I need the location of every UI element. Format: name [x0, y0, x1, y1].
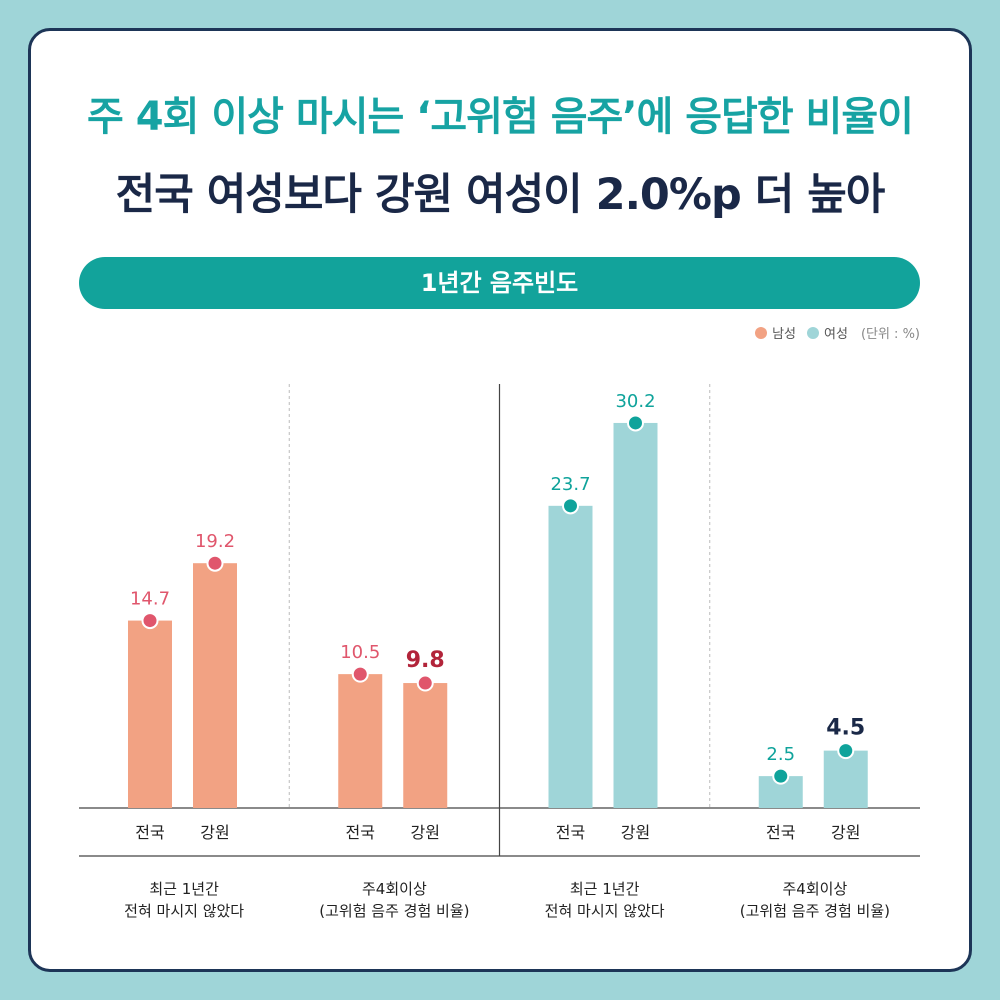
bar-dot-1-0 [351, 665, 369, 683]
legend-male-label: 남성 [772, 327, 797, 342]
data-label-3-1: 4.5 [826, 716, 865, 741]
bar-3-1 [823, 750, 868, 808]
bar-2-1 [613, 422, 658, 808]
legend-unit: (단위 : %) [860, 327, 920, 342]
data-label-2-1: 30.2 [615, 391, 655, 412]
x-tick-label-0-1: 강원 [200, 823, 229, 842]
legend: 남성 여성 (단위 : %) [755, 323, 920, 342]
data-label-2-0: 23.7 [550, 474, 590, 495]
x-tick-label-1-0: 전국 [346, 823, 375, 842]
data-label-0-1: 19.2 [195, 531, 235, 552]
data-label-3-0: 2.5 [766, 744, 795, 765]
group-label-0-line1: 전혀 마시지 않았다 [124, 902, 244, 920]
bar-0-1 [193, 563, 237, 808]
bar-dot-3-1 [837, 742, 855, 760]
bar-dot-0-1 [206, 554, 224, 572]
legend-male-swatch [755, 326, 768, 339]
headline-line2: 전국 여성보다 강원 여성이 2.0%p 더 높아 [115, 170, 886, 220]
data-label-1-1: 9.8 [406, 648, 445, 673]
group-label-3-line1: (고위험 음주 경험 비율) [740, 902, 890, 920]
bar-dot-2-1 [627, 414, 644, 432]
legend-female-swatch [807, 326, 820, 339]
bar-2-0 [548, 505, 593, 808]
bar-1-1 [403, 683, 448, 808]
x-tick-label-3-0: 전국 [766, 823, 795, 842]
bar-dot-3-0 [772, 767, 790, 785]
headline-line1: 주 4회 이상 마시는 ‘고위험 음주’에 응답한 비율이 [87, 94, 914, 140]
legend-female-label: 여성 [824, 327, 848, 342]
data-label-0-0: 14.7 [130, 589, 170, 610]
group-label-1-line1: (고위험 음주 경험 비율) [319, 902, 469, 920]
bar-0-0 [128, 620, 172, 808]
group-label-0-line0: 최근 1년간 [149, 880, 219, 898]
x-tick-label-2-1: 강원 [621, 823, 650, 842]
x-tick-label-0-0: 전국 [135, 823, 164, 842]
x-tick-label-3-1: 강원 [831, 823, 860, 842]
bar-dot-0-0 [141, 612, 159, 630]
group-label-2-line0: 최근 1년간 [570, 880, 640, 898]
group-label-2-line1: 전혀 마시지 않았다 [545, 902, 665, 920]
chart-title: 1년간 음주빈도 [79, 257, 920, 309]
group-label-3-line0: 주4회이상 [783, 880, 848, 898]
data-label-1-0: 10.5 [340, 642, 380, 663]
x-tick-label-2-0: 전국 [556, 823, 585, 842]
x-tick-label-1-1: 강원 [411, 823, 440, 842]
bar-dot-1-1 [416, 674, 434, 692]
group-label-1-line0: 주4회이상 [362, 880, 427, 898]
bar-1-0 [338, 674, 383, 808]
bar-dot-2-0 [562, 497, 579, 515]
